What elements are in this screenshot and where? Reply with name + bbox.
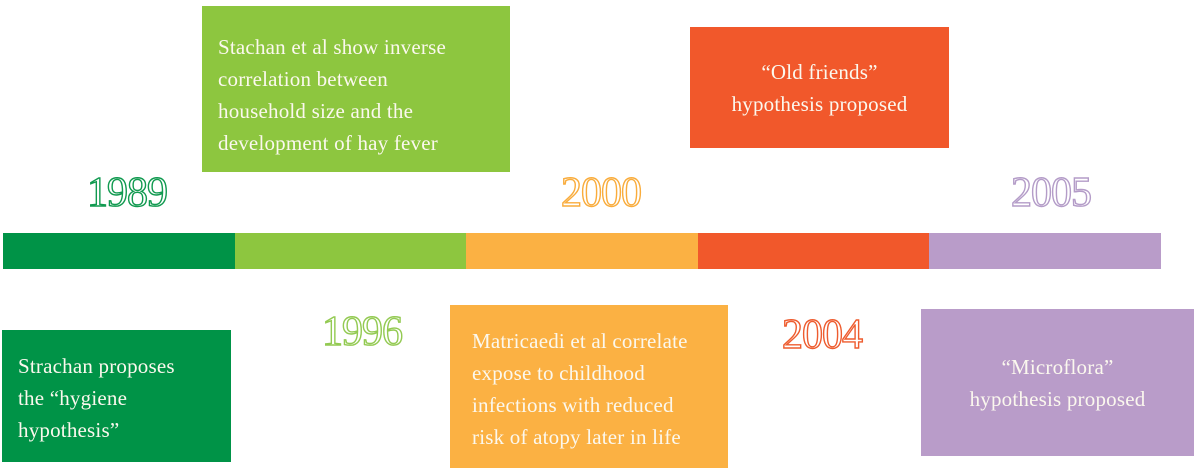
- event-text-old-friends: “Old friends” hypothesis proposed: [731, 59, 908, 116]
- year-label-2005: 2005: [1010, 170, 1092, 216]
- event-text-hygiene-hypothesis: Strachan proposes the “hygiene hypothesi…: [18, 354, 175, 442]
- event-box-old-friends: “Old friends” hypothesis proposed: [690, 27, 949, 148]
- event-text-stachan-study: Stachan et al show inverse correlation b…: [218, 35, 446, 155]
- event-box-matricaedi-study: Matricaedi et al correlate expose to chi…: [450, 305, 728, 468]
- timeline-segment-2005: [929, 233, 1161, 269]
- year-label-2000: 2000: [560, 170, 642, 216]
- timeline-segment-2000: [466, 233, 698, 269]
- timeline-bar: [3, 233, 1161, 269]
- year-label-1996: 1996: [321, 309, 403, 355]
- event-box-microflora: “Microflora” hypothesis proposed: [921, 309, 1194, 456]
- event-box-hygiene-hypothesis: Strachan proposes the “hygiene hypothesi…: [2, 330, 231, 462]
- year-label-2004: 2004: [781, 312, 863, 358]
- event-box-stachan-study: Stachan et al show inverse correlation b…: [202, 6, 510, 172]
- event-text-microflora: “Microflora” hypothesis proposed: [969, 354, 1146, 411]
- timeline-segment-1989: [3, 233, 235, 269]
- timeline-segment-1996: [234, 233, 467, 269]
- year-label-1989: 1989: [86, 170, 168, 216]
- event-text-matricaedi-study: Matricaedi et al correlate expose to chi…: [472, 329, 688, 449]
- timeline-segment-2004: [697, 233, 930, 269]
